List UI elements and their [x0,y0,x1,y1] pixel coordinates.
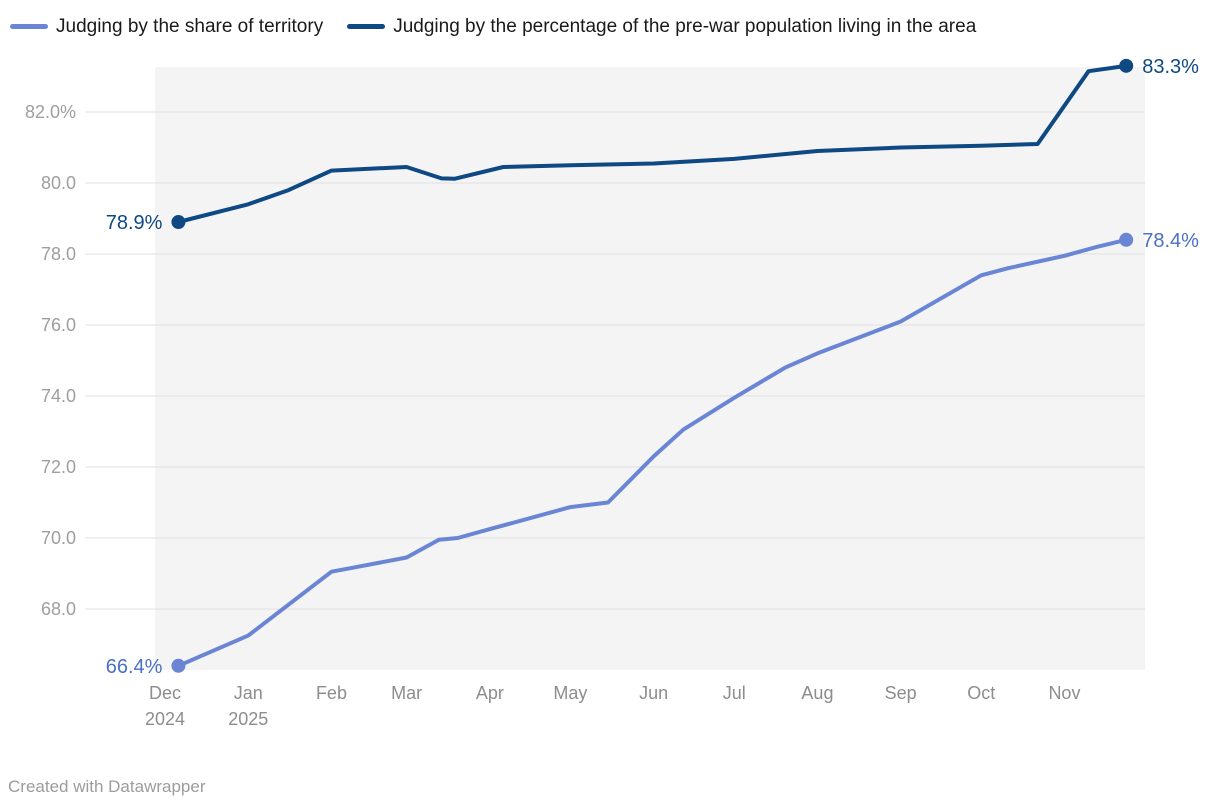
pre-war-population-end-value-label: 83.3% [1142,56,1199,78]
series-lines: 66.4% 78.4% 78.9% 83.3% [106,56,1199,678]
attribution: Created with Datawrapper [8,777,206,796]
x-axis-tick-label: Jun [639,683,668,703]
plot-background [155,67,1145,670]
y-axis-tick-label: 70.0 [41,528,76,548]
x-axis-tick-label: Apr [476,683,504,703]
legend-item-population: Judging by the percentage of the pre-war… [347,17,976,36]
y-axis-tick-label: 74.0 [41,386,76,406]
pre-war-population-start-value-label: 78.9% [106,212,163,234]
gridlines [85,111,1145,610]
share-of-territory-start-value-label: 66.4% [106,656,163,678]
x-axis-tick-label: Nov [1048,683,1080,703]
x-axis-tick-label: Oct [967,683,995,703]
y-axis-tick-label: 76.0 [41,315,76,335]
legend-label-territory: Judging by the share of territory [56,16,324,37]
x-axis-labels: Dec 2024 Jan 2025 Feb Mar Apr May Jun Jul Aug Sep Oc… [145,683,1080,729]
legend-swatch-population-line [347,24,386,29]
y-axis-tick-label: 80.0 [41,173,76,193]
legend-item-territory: Judging by the share of territory [10,17,323,36]
y-axis-tick-label: 72.0 [41,457,76,477]
x-axis-tick-label: Dec [149,683,181,703]
share-of-territory-start-point [171,658,186,673]
x-axis-tick-label: Jan [234,683,263,703]
pre-war-population-line [176,63,1129,224]
x-axis-tick-label: Jul [723,683,746,703]
pre-war-population-end-point [1119,58,1134,73]
y-axis-tick-label: 82.0% [25,102,76,122]
x-axis-tick-label: Mar [391,683,422,703]
x-axis-tick-label: Feb [316,683,347,703]
y-axis-tick-label: 78.0 [41,244,76,264]
pre-war-population-start-point [171,215,186,230]
x-axis-tick-label: Aug [801,683,833,703]
y-axis-tick-label: 68.0 [41,599,76,619]
share-of-territory-line [176,237,1129,668]
share-of-territory-end-value-label: 78.4% [1142,230,1199,252]
x-axis-tick-sublabel: 2025 [228,709,268,729]
share-of-territory-end-point [1119,232,1134,247]
legend-swatch-territory-line [10,24,48,29]
x-axis-tick-label: May [553,683,587,703]
x-axis-tick-label: Sep [885,683,917,703]
chart-legend: Judging by the share of territory Judgin… [10,17,976,36]
x-axis-tick-sublabel: 2024 [145,709,185,729]
y-axis-labels: 82.0% 80.0 78.0 76.0 74.0 72.0 70.0 68.0 [25,102,76,619]
legend-label-population: Judging by the percentage of the pre-war… [393,16,977,37]
